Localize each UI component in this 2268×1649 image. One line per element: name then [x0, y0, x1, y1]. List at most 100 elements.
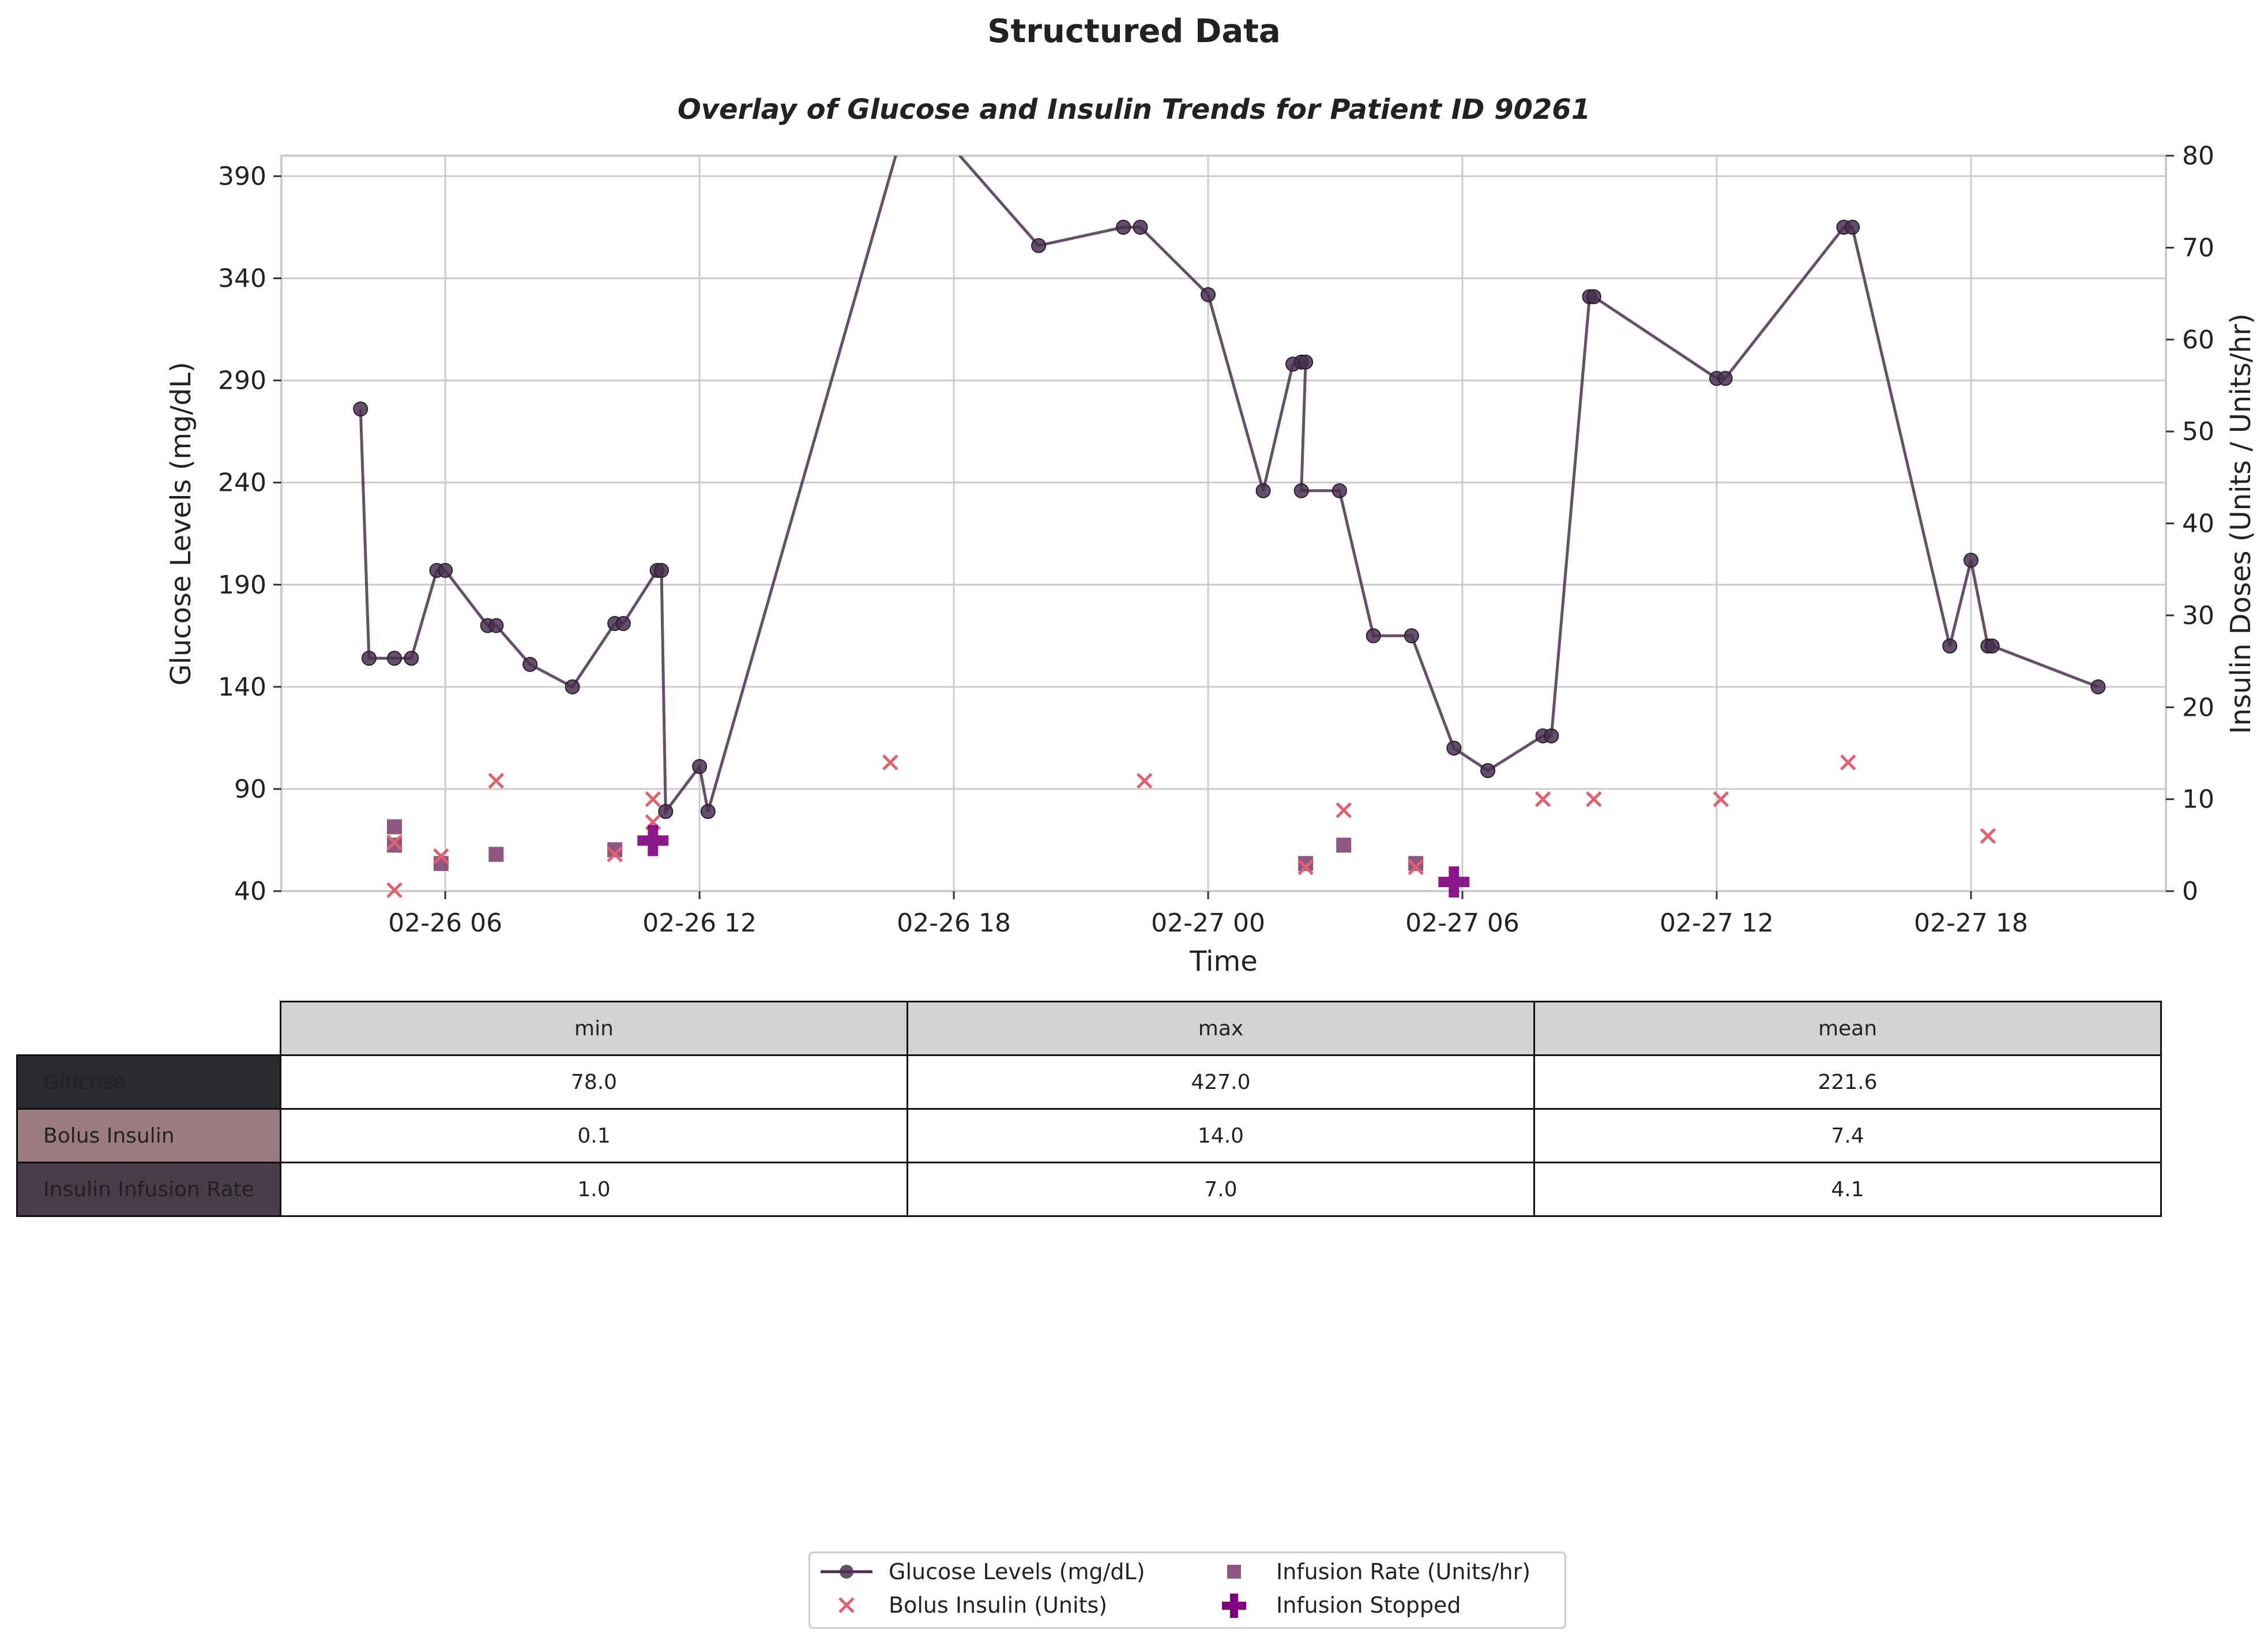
- y-tick-label-right: 20: [2182, 693, 2214, 722]
- legend-infusion-stopped-plus-icon: [1222, 1594, 1246, 1618]
- chart-title: Overlay of Glucose and Insulin Trends fo…: [677, 93, 1591, 126]
- legend-item-infusion-stopped: Infusion Stopped: [1208, 1592, 1461, 1618]
- stats-cell: 14.0: [907, 1108, 1535, 1163]
- bolus-insulin-point: [1980, 828, 1996, 844]
- glucose-point: [615, 616, 631, 632]
- infusion-stopped-point: [637, 825, 669, 857]
- y-tick-label-right: 60: [2182, 325, 2214, 355]
- y-tick-label-left: 40: [234, 877, 266, 906]
- infusion-rate-point: [386, 819, 402, 835]
- glucose-point: [522, 656, 538, 672]
- x-tick-label: 02-27 18: [1914, 908, 2028, 938]
- y-tick-label-left: 190: [218, 570, 266, 600]
- bolus-insulin-point: [1586, 791, 1602, 807]
- glucose-point: [1031, 238, 1047, 253]
- insulin-series: [386, 754, 1996, 899]
- glucose-point: [1845, 219, 1860, 235]
- y-tick-label-right: 0: [2182, 877, 2198, 906]
- stats-table: min max mean Glucose 78.0 427.0 221.6 Bo…: [16, 1001, 2162, 1217]
- y-tick-label-right: 30: [2182, 601, 2214, 630]
- x-tick-label: 02-26 12: [642, 908, 757, 938]
- y-axis-label-right: Insulin Doses (Units / Units/hr): [2225, 313, 2257, 734]
- glucose-point: [700, 803, 716, 819]
- glucose-point: [1201, 287, 1216, 302]
- y-tick-label-right: 40: [2182, 509, 2214, 539]
- glucose-point: [905, 93, 919, 107]
- glucose-point: [692, 758, 708, 774]
- glucose-series: [353, 93, 2106, 819]
- stats-cell: 0.1: [280, 1108, 908, 1163]
- legend-label: Infusion Rate (Units/hr): [1276, 1559, 1531, 1584]
- y-tick-label-right: 70: [2182, 233, 2214, 262]
- glucose-point: [438, 562, 453, 578]
- bolus-insulin-point: [1297, 859, 1314, 876]
- legend-label: Glucose Levels (mg/dL): [889, 1559, 1145, 1584]
- glucose-point: [488, 618, 504, 633]
- table-row: Insulin Infusion Rate 1.0 7.0 4.1: [16, 1162, 2162, 1217]
- legend-item-glucose: Glucose Levels (mg/dL): [821, 1559, 1145, 1584]
- glucose-point: [1255, 483, 1271, 498]
- figure-suptitle: Structured Data: [987, 13, 1281, 50]
- legend-item-bolus: Bolus Insulin (Units): [821, 1592, 1107, 1618]
- y-tick-label-left: 240: [218, 468, 266, 498]
- stats-cell: 427.0: [907, 1054, 1535, 1110]
- infusion-rate-point: [488, 847, 504, 862]
- glucose-point: [1366, 628, 1381, 644]
- bolus-insulin-point: [488, 772, 505, 789]
- y-tick-label-right: 80: [2182, 141, 2214, 171]
- stats-cell: 78.0: [280, 1054, 908, 1110]
- bolus-insulin-point: [433, 848, 449, 865]
- stats-cell: 221.6: [1533, 1054, 2162, 1110]
- infusion-rate-point: [1336, 837, 1352, 853]
- glucose-point: [1942, 638, 1958, 653]
- stats-row-label-bolus-insulin: Bolus Insulin: [16, 1108, 281, 1163]
- glucose-line: [359, 156, 2099, 816]
- glucose-point: [658, 803, 674, 819]
- legend: Glucose Levels (mg/dL) Bolus Insulin (Un…: [808, 1552, 1566, 1629]
- legend-item-infusion-rate: Infusion Rate (Units/hr): [1208, 1559, 1530, 1584]
- glucose-point: [1544, 728, 1559, 743]
- legend-label: Infusion Stopped: [1276, 1592, 1461, 1618]
- glucose-point: [1446, 741, 1462, 756]
- glucose-point: [2090, 679, 2106, 694]
- glucose-point: [1480, 763, 1496, 779]
- bolus-insulin-point: [645, 791, 661, 807]
- stats-col-mean: mean: [1533, 1001, 2162, 1056]
- glucose-point: [1332, 483, 1347, 498]
- y-tick-label-right: 10: [2182, 785, 2214, 814]
- glucose-point: [1963, 553, 1979, 568]
- stats-cell: 4.1: [1533, 1162, 2162, 1217]
- glucose-point: [361, 651, 377, 666]
- stats-col-min: min: [280, 1001, 908, 1056]
- stats-col-max: max: [907, 1001, 1535, 1056]
- bolus-insulin-point: [1534, 791, 1551, 807]
- glucose-point: [1404, 628, 1419, 644]
- glucose-point: [653, 562, 669, 578]
- infusion-rate-point: [433, 856, 449, 872]
- table-row: Bolus Insulin 0.1 14.0 7.4: [16, 1108, 2162, 1163]
- x-tick-label: 02-26 18: [897, 908, 1011, 938]
- x-tick-label: 02-27 06: [1405, 908, 1519, 938]
- chart-canvas: 02-26 06 02-26 12 02-26 18 02-27 00 02-27 06…: [165, 93, 2257, 978]
- bolus-insulin-point: [386, 882, 403, 899]
- legend-bolus-x-marker-icon: [838, 1597, 855, 1613]
- legend-glucose-line-marker-icon: [821, 1565, 872, 1579]
- glucose-point: [1298, 354, 1314, 370]
- y-tick-label-left: 390: [218, 161, 266, 191]
- stats-row-label-insulin-infusion-rate: Insulin Infusion Rate: [16, 1162, 281, 1217]
- stats-cell: 7.0: [907, 1162, 1535, 1217]
- bolus-insulin-point: [1137, 772, 1153, 789]
- bolus-insulin-point: [386, 834, 403, 851]
- glucose-point: [386, 651, 402, 666]
- legend-infusion-square-marker-icon: [1227, 1565, 1241, 1579]
- infusion-rate-point: [386, 837, 402, 853]
- bolus-insulin-point: [882, 754, 898, 771]
- glucose-point: [565, 679, 580, 694]
- x-tick-label: 02-27 12: [1660, 908, 1774, 938]
- plot-frame: [280, 155, 2167, 892]
- glucose-point: [404, 651, 419, 666]
- bolus-insulin-point: [1336, 802, 1352, 818]
- tick-labels: 02-26 06 02-26 12 02-26 18 02-27 00 02-27 06…: [218, 141, 2214, 938]
- y-tick-label-left: 140: [218, 673, 266, 702]
